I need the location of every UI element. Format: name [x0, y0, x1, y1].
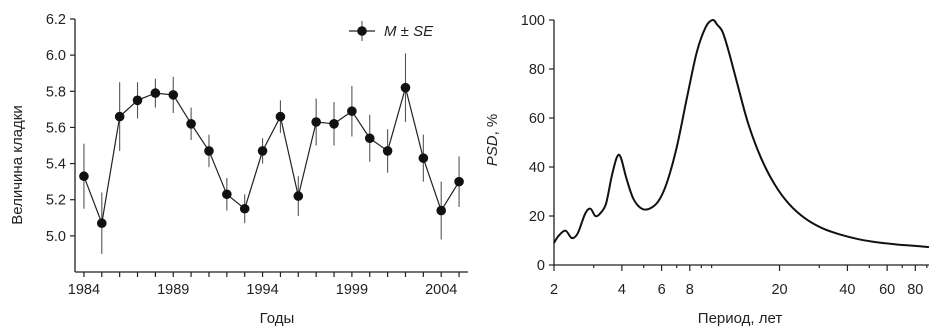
- left-y-tick-label: 5.2: [46, 193, 66, 209]
- left-y-tick-label: 5.4: [46, 157, 66, 173]
- left-x-tick-label: 1994: [246, 282, 278, 298]
- right-y-tick-label: 0: [537, 258, 545, 274]
- data-point: [239, 203, 250, 214]
- left-y-tick-label: 5.6: [46, 120, 66, 136]
- right-x-tick-label: 60: [879, 282, 895, 298]
- data-point: [114, 111, 125, 122]
- right-x-axis-title: Период, лет: [698, 310, 783, 327]
- left-x-tick-label: 1999: [336, 282, 368, 298]
- legend-label-pm: ±: [397, 23, 414, 40]
- data-point: [400, 82, 411, 93]
- data-point: [186, 119, 196, 129]
- left-y-tick-label: 5.0: [46, 229, 66, 245]
- legend-label-m: M: [384, 23, 397, 40]
- right-x-ticks: 2 4 6 8 20 40 60 80: [550, 265, 928, 298]
- right-y-tick-label: 60: [529, 111, 545, 127]
- legend-label-se: SE: [413, 23, 434, 40]
- right-x-tick-label: 2: [550, 282, 558, 298]
- data-point: [347, 106, 357, 116]
- left-x-tick-label: 2004: [425, 282, 457, 298]
- right-y-ticks: 0 20 40 60 80 100: [521, 13, 554, 274]
- right-x-tick-label: 20: [771, 282, 787, 298]
- data-point: [311, 117, 321, 127]
- data-point: [79, 171, 89, 182]
- data-point: [418, 153, 429, 163]
- data-point: [293, 191, 304, 201]
- right-y-tick-label: 100: [521, 13, 545, 29]
- left-y-tick-label: 5.8: [46, 84, 66, 100]
- data-point: [364, 133, 375, 144]
- right-x-tick-label: 40: [839, 282, 855, 298]
- left-error-bars: [83, 53, 460, 254]
- right-x-tick-label: 8: [686, 282, 694, 298]
- left-y-axis-title: Величина кладки: [9, 105, 26, 225]
- left-x-ticks: 1984 1989 1994 1999 2004: [68, 272, 460, 298]
- right-y-axis-title-unit: , %: [484, 114, 501, 136]
- left-y-tick-label: 6.2: [46, 12, 66, 28]
- left-y-tick-label: 6.0: [46, 48, 66, 64]
- psd-chart: 0 20 40 60 80 100 2 4 6 8 20 40 60 80 PSD, % Период,…: [484, 13, 930, 327]
- data-point: [257, 146, 268, 156]
- data-point: [436, 205, 447, 216]
- psd-curve: [553, 18, 930, 249]
- left-x-tick-label: 1989: [157, 282, 189, 298]
- left-x-axis-title: Годы: [260, 310, 295, 327]
- data-point: [454, 176, 464, 187]
- left-x-tick-label: 1984: [68, 282, 100, 298]
- right-x-tick-label: 80: [907, 282, 923, 298]
- right-y-tick-label: 80: [529, 62, 545, 78]
- clutch-size-chart: 5.0 5.2 5.4 5.6 5.8 6.0 6.2 1984 1989 1994 1999 20…: [9, 12, 468, 327]
- legend: M ± SE: [349, 21, 434, 41]
- data-point: [382, 146, 393, 156]
- data-point: [150, 88, 161, 98]
- data-point: [96, 218, 107, 229]
- right-y-tick-label: 20: [529, 209, 545, 225]
- left-y-ticks: 5.0 5.2 5.4 5.6 5.8 6.0 6.2: [46, 12, 75, 245]
- left-series-points: [79, 82, 464, 229]
- left-series-line: [83, 85, 460, 226]
- data-point: [168, 90, 179, 100]
- right-x-tick-label: 6: [658, 282, 666, 298]
- data-point: [329, 119, 339, 129]
- data-point: [275, 111, 286, 122]
- right-y-axis-title: PSD, %: [484, 114, 501, 167]
- right-y-tick-label: 40: [529, 160, 545, 176]
- legend-marker: [357, 26, 367, 36]
- data-point: [204, 146, 214, 156]
- legend-label: M ± SE: [384, 23, 434, 40]
- right-y-axis-title-psd: PSD: [484, 135, 501, 166]
- data-point: [222, 189, 232, 200]
- right-x-tick-label: 4: [618, 282, 626, 298]
- data-point: [132, 95, 143, 106]
